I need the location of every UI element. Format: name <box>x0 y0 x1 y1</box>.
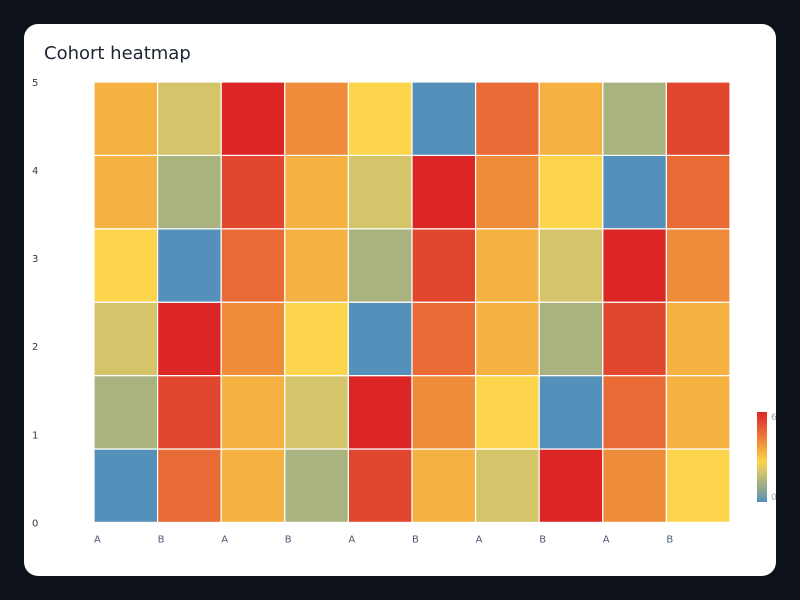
x-tick-label: B <box>412 534 419 545</box>
heatmap-cell <box>411 81 477 157</box>
heatmap-cell <box>538 228 604 303</box>
heatmap-cell <box>220 154 286 230</box>
x-tick-label: A <box>348 534 355 545</box>
heatmap-cell <box>284 154 349 230</box>
y-axis: 0 1 2 3 4 5 <box>32 78 38 529</box>
chart-card: Cohort heatmap 0 1 2 3 4 5 A B A B A B A B A B 60 0 <box>24 24 776 576</box>
heatmap-cell <box>93 81 159 157</box>
heatmap-cell <box>475 448 540 524</box>
heatmap-cell <box>665 154 731 230</box>
x-tick-label: A <box>476 534 483 545</box>
heatmap-cell <box>284 301 349 377</box>
colorbar-min-label: 0 <box>771 493 776 503</box>
heatmap-cell <box>220 301 286 377</box>
heatmap-cell <box>93 375 159 450</box>
heatmap-cell <box>538 301 604 377</box>
y-tick-label: 1 <box>32 430 38 441</box>
y-tick-label: 2 <box>32 342 38 353</box>
heatmap-cell <box>284 228 349 303</box>
chart-title: Cohort heatmap <box>44 43 191 64</box>
heatmap-cell <box>665 301 731 377</box>
heatmap-cell <box>347 448 413 524</box>
heatmap-cell <box>411 228 477 303</box>
heatmap-cell <box>284 375 349 450</box>
heatmap-cell <box>538 375 604 450</box>
heatmap-cell <box>157 81 222 157</box>
heatmap-cell <box>602 154 667 230</box>
heatmap-cell <box>93 154 159 230</box>
heatmap-cell <box>475 228 540 303</box>
heatmap-cell <box>220 448 286 524</box>
heatmap-cell <box>93 301 159 377</box>
x-tick-label: B <box>285 534 292 545</box>
heatmap-cell <box>411 154 477 230</box>
heatmap-cell <box>602 228 667 303</box>
heatmap-cell <box>157 448 222 524</box>
heatmap-plot: 0 1 2 3 4 5 A B A B A B A B A B 60 0 <box>32 78 776 545</box>
x-tick-label: B <box>666 534 673 545</box>
x-tick-label: B <box>539 534 546 545</box>
heatmap-cell <box>602 448 667 524</box>
heatmap-cell <box>475 154 540 230</box>
heatmap-cell <box>411 301 477 377</box>
heatmap-cell <box>538 154 604 230</box>
heatmap-cell <box>157 301 222 377</box>
heatmap-cell <box>475 301 540 377</box>
x-tick-label: A <box>94 534 101 545</box>
heatmap-cell <box>602 81 667 157</box>
heatmap-cell <box>411 448 477 524</box>
heatmap-cell <box>93 228 159 303</box>
heatmap-cell <box>220 81 286 157</box>
heatmap-cell <box>284 81 349 157</box>
heatmap-cell <box>665 375 731 450</box>
x-tick-label: A <box>221 534 228 545</box>
heatmap-cell <box>602 301 667 377</box>
colorbar: 60 0 <box>757 412 776 503</box>
heatmap-cell <box>475 375 540 450</box>
heatmap-cell <box>475 81 540 157</box>
heatmap-cell <box>665 228 731 303</box>
y-tick-label: 5 <box>32 78 38 89</box>
heatmap-cell <box>93 448 159 524</box>
heatmap-cells <box>93 81 731 524</box>
heatmap-cell <box>538 81 604 157</box>
heatmap-cell <box>602 375 667 450</box>
heatmap-cell <box>347 301 413 377</box>
heatmap-cell <box>411 375 477 450</box>
y-tick-label: 0 <box>32 518 38 529</box>
heatmap-cell <box>220 375 286 450</box>
heatmap-cell <box>157 375 222 450</box>
colorbar-max-label: 60 <box>771 413 776 423</box>
heatmap-cell <box>347 375 413 450</box>
heatmap-cell <box>284 448 349 524</box>
heatmap-cell <box>220 228 286 303</box>
y-tick-label: 3 <box>32 254 38 265</box>
colorbar-scale <box>757 412 767 502</box>
heatmap-cell <box>347 154 413 230</box>
x-tick-label: A <box>603 534 610 545</box>
heatmap-cell <box>665 81 731 157</box>
heatmap-cell <box>347 81 413 157</box>
y-tick-label: 4 <box>32 166 38 177</box>
heatmap-cell <box>157 228 222 303</box>
heatmap-cell <box>665 448 731 524</box>
x-tick-label: B <box>158 534 165 545</box>
heatmap-cell <box>538 448 604 524</box>
heatmap-cell <box>157 154 222 230</box>
heatmap-cell <box>347 228 413 303</box>
